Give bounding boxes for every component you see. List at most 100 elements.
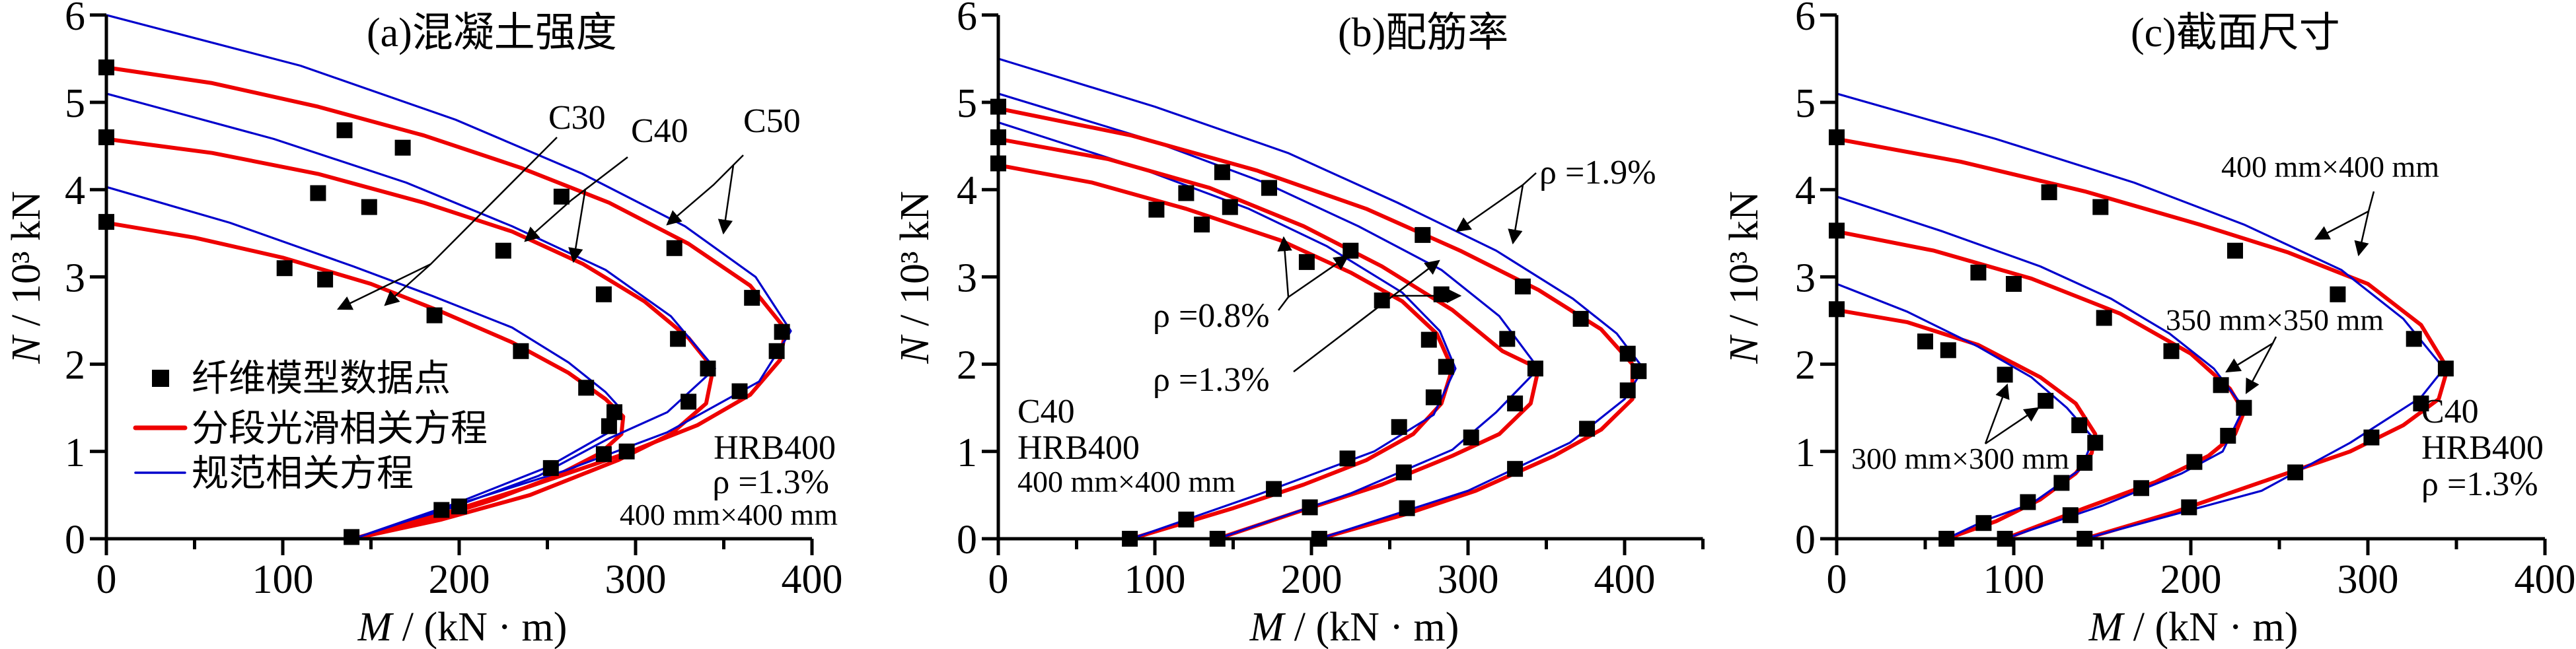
data-point-a-12: [607, 404, 622, 421]
data-point-c-32: [2363, 429, 2380, 446]
y-tick-label-a-3: 3: [65, 256, 85, 300]
data-point-c-5: [1997, 366, 2013, 383]
y-tick-label-c-4: 4: [1795, 168, 1816, 213]
arrow-rho08-1: [1277, 236, 1292, 311]
x-tick-label-b-100: 100: [1124, 557, 1186, 602]
data-point-c-25: [2041, 184, 2057, 201]
data-point-c-19: [2236, 399, 2252, 416]
arrow-rho13-1: [1293, 259, 1440, 372]
data-point-b-10: [1343, 242, 1359, 259]
series-c-smooth-4: [1836, 137, 2450, 541]
arrow-350-1: [2225, 336, 2277, 373]
svg-text:N / 10³ kN: N / 10³ kN: [893, 191, 938, 364]
arrow-c40-1: [524, 156, 628, 242]
annot-c-350: 350 mm×350 mm: [2166, 303, 2384, 337]
data-point-b-32: [1631, 363, 1647, 380]
legend-label-code: 规范相关方程: [192, 454, 414, 495]
data-point-b-8: [1261, 180, 1277, 196]
annot-c-300: 300 mm×300 mm: [1851, 442, 2069, 475]
panel-a-concrete-strength: 0 100 200 300 400 0 1 2 3 4 5 6 (a)混凝土强度 N / 10³ kN…: [4, 0, 843, 649]
data-point-b-22: [1499, 331, 1516, 347]
y-tick-label-c-1: 1: [1795, 430, 1816, 475]
data-point-b-12: [1420, 331, 1437, 348]
legend-label-points: 纤维模型数据点: [192, 359, 451, 399]
data-point-a-5: [310, 185, 326, 201]
data-point-a-8: [317, 271, 334, 288]
data-point-c-30: [2437, 360, 2454, 377]
annot-c-concrete: C40: [2421, 393, 2479, 430]
data-point-b-16: [1339, 450, 1356, 467]
data-point-a-7: [276, 260, 293, 277]
x-tick-label-a-200: 200: [429, 557, 490, 602]
data-point-c-28: [2330, 286, 2346, 302]
x-tick-label-a-300: 300: [605, 557, 667, 602]
data-point-c-17: [2163, 343, 2180, 359]
arrow-300-2: [1985, 407, 2040, 445]
data-point-c-34: [2181, 499, 2197, 516]
data-point-b-27: [1302, 499, 1318, 516]
x-tick-label-c-100: 100: [1983, 557, 2045, 602]
y-tick-label-b-5: 5: [957, 81, 977, 126]
data-point-a-15: [618, 443, 635, 460]
data-point-c-12: [1975, 515, 1992, 531]
panel-b-title: (b)配筋率: [1338, 11, 1508, 55]
x-tick-label-c-0: 0: [1827, 557, 1847, 602]
data-point-a-26: [666, 240, 682, 256]
data-point-c-16: [2096, 310, 2112, 326]
data-point-b-35: [1507, 461, 1524, 477]
data-point-b-18: [1178, 511, 1195, 528]
y-tick-label-a-6: 6: [65, 0, 85, 39]
data-point-b-5: [1148, 201, 1165, 218]
panel-a-plot: 0 100 200 300 400 0 1 2 3 4 5 6: [65, 0, 843, 602]
data-point-a-22: [595, 286, 612, 302]
series-a-smooth-4: [106, 65, 788, 541]
data-point-b-7: [1222, 199, 1238, 215]
svg-text:N / 10³ kN: N / 10³ kN: [1722, 191, 1767, 364]
x-tick-label-c-300: 300: [2337, 557, 2399, 602]
data-point-c-15: [2006, 276, 2022, 292]
legend-marker-points: [152, 370, 169, 387]
y-tick-label-b-1: 1: [957, 430, 977, 475]
data-point-b-30: [1572, 310, 1589, 327]
data-point-b-4: [1178, 185, 1195, 201]
data-point-a-27: [744, 290, 760, 306]
legend-label-smooth: 分段光滑相关方程: [192, 409, 488, 450]
svg-text:N / 10³ kN: N / 10³ kN: [4, 191, 49, 364]
series-b-smooth-2: [998, 137, 1541, 541]
x-tick-label-a-100: 100: [252, 557, 314, 602]
series-a-code-3: [106, 92, 716, 540]
data-point-c-33: [2287, 464, 2304, 481]
data-point-b-21: [1433, 286, 1450, 302]
data-point-a-20: [495, 242, 511, 259]
arrow-c40-2: [568, 188, 587, 263]
annot-a-c50: C50: [743, 102, 801, 140]
data-point-b-26: [1395, 464, 1412, 481]
data-point-b-9: [1298, 254, 1315, 270]
arrow-400-1: [2314, 191, 2375, 240]
data-point-c-10: [2053, 475, 2070, 491]
annot-c-arrows: [1984, 191, 2375, 445]
y-tick-label-b-3: 3: [957, 256, 977, 300]
y-tick-label-b-6: 6: [957, 0, 977, 39]
y-tick-label-b-2: 2: [957, 343, 977, 388]
data-point-b-31: [1619, 345, 1636, 362]
arrow-rho19-2: [1508, 184, 1524, 245]
data-point-c-8: [2087, 434, 2104, 451]
panel-a-xlabel: M / (kN · m): [357, 605, 568, 649]
data-point-a-29: [768, 343, 785, 359]
series-a-code-1: [106, 186, 623, 540]
data-point-a-6: [361, 199, 377, 215]
data-point-b-17: [1266, 481, 1282, 497]
data-point-c-26: [2092, 199, 2109, 215]
data-point-a-25: [681, 393, 697, 410]
data-point-b-13: [1438, 359, 1454, 375]
y-tick-label-b-4: 4: [957, 168, 977, 213]
data-point-a-11: [578, 380, 595, 396]
data-point-c-9: [2077, 455, 2093, 471]
data-point-c-31: [2413, 395, 2429, 412]
series-b-smooth-0: [998, 163, 1455, 541]
series-c-smooth-0: [1836, 308, 2098, 541]
data-point-b-6: [1194, 217, 1210, 233]
